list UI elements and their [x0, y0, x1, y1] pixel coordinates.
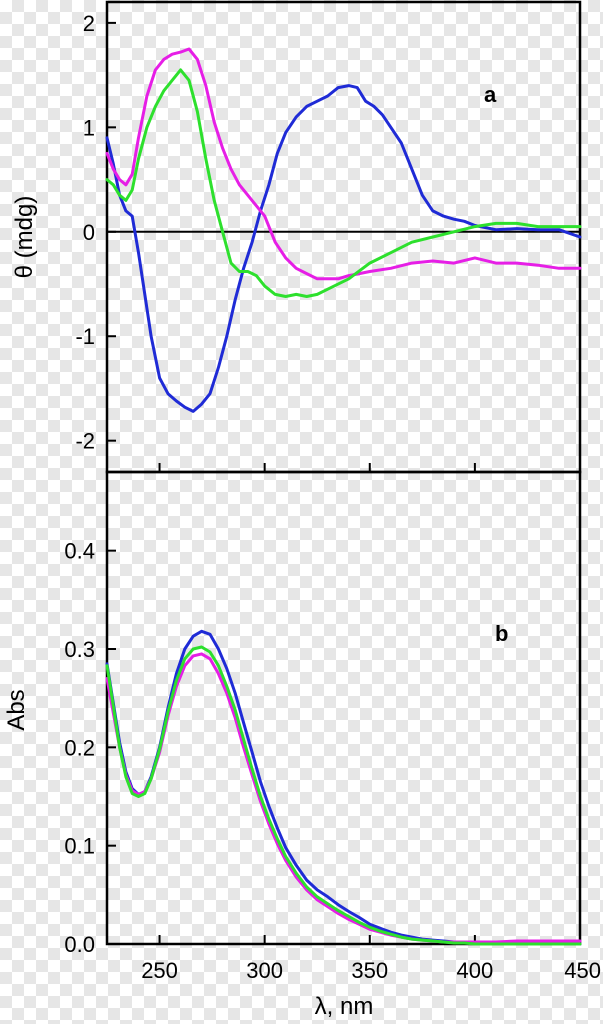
x-tick-label: 350 — [351, 958, 388, 983]
x-tick-label: 400 — [457, 958, 494, 983]
panel-b-y-tick-label: 0.0 — [64, 932, 95, 957]
x-tick-label: 450 — [564, 958, 601, 983]
panel-b-series-group — [105, 629, 582, 946]
panel-b-y-axis-title: Abs — [3, 689, 30, 730]
panel-a-y-axis-title: θ (mdg) — [11, 196, 38, 279]
panel-a-series-line-3 — [105, 68, 582, 298]
panel-b-series-line-3 — [105, 645, 582, 946]
panel-b-absorbance-spectrum: 0.4 0.3 0.2 0.1 0.0 250 300 350 400 450 b Abs λ,… — [3, 470, 601, 1020]
panel-a-series-line-1 — [105, 84, 582, 413]
panel-a-y-tick-label: -2 — [75, 429, 95, 454]
panel-b-y-tick-label: 0.3 — [64, 637, 95, 662]
panel-b-series-line-2 — [105, 652, 582, 944]
panel-a-cd-spectrum: 2 1 0 -1 -2 a θ (mdg) — [11, 0, 582, 474]
panel-a-y-tick-label: 1 — [83, 115, 95, 140]
panel-a-label: a — [484, 82, 497, 107]
panel-a-y-tick-label: -1 — [75, 324, 95, 349]
x-tick-label: 250 — [141, 958, 178, 983]
panel-a-y-ticks: 2 1 0 -1 -2 — [75, 11, 116, 454]
panel-b-y-ticks: 0.4 0.3 0.2 0.1 0.0 — [64, 539, 116, 957]
panel-b-y-tick-label: 0.2 — [64, 735, 95, 760]
panel-a-x-ticks — [158, 463, 476, 472]
panel-a-y-tick-label: 2 — [83, 11, 95, 36]
panel-a-series-line-2 — [105, 47, 582, 281]
panel-a-y-tick-label: 0 — [83, 220, 95, 245]
panel-b-label: b — [495, 621, 508, 646]
x-axis-title: λ, nm — [315, 993, 374, 1020]
panel-b-y-tick-label: 0.4 — [64, 539, 95, 564]
panel-a-series-group — [105, 47, 582, 413]
panel-b-frame — [105, 470, 582, 946]
x-tick-label: 300 — [246, 958, 283, 983]
panel-b-y-tick-label: 0.1 — [64, 834, 95, 859]
